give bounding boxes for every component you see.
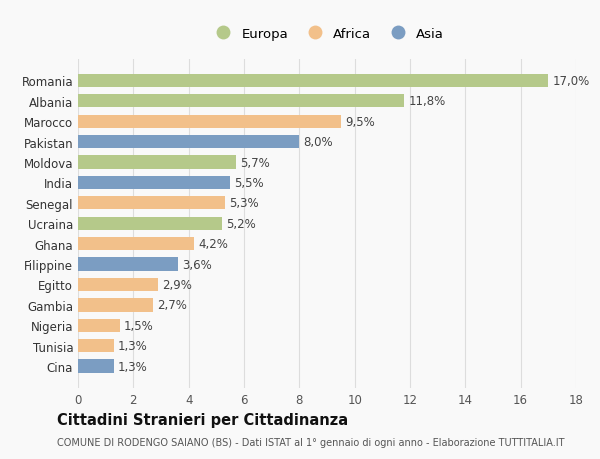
Bar [78,156,236,169]
Legend: Europa, Africa, Asia: Europa, Africa, Asia [206,23,448,45]
Bar [78,258,178,271]
Text: 5,3%: 5,3% [229,197,259,210]
Text: 4,2%: 4,2% [199,238,228,251]
Text: 1,5%: 1,5% [124,319,154,332]
Bar [78,217,222,230]
Text: 1,3%: 1,3% [118,360,148,373]
Text: 3,6%: 3,6% [182,258,212,271]
Text: 8,0%: 8,0% [304,136,333,149]
Text: 17,0%: 17,0% [553,75,590,88]
Bar [78,299,152,312]
Bar [78,197,224,210]
Bar [78,360,114,373]
Bar [78,74,548,88]
Text: COMUNE DI RODENGO SAIANO (BS) - Dati ISTAT al 1° gennaio di ogni anno - Elaboraz: COMUNE DI RODENGO SAIANO (BS) - Dati IST… [57,437,565,447]
Bar [78,237,194,251]
Text: Cittadini Stranieri per Cittadinanza: Cittadini Stranieri per Cittadinanza [57,413,348,428]
Text: 5,5%: 5,5% [235,177,264,190]
Text: 2,9%: 2,9% [163,278,192,291]
Bar [78,115,341,129]
Text: 11,8%: 11,8% [409,95,446,108]
Text: 2,7%: 2,7% [157,299,187,312]
Text: 1,3%: 1,3% [118,340,148,353]
Bar [78,95,404,108]
Bar [78,319,119,332]
Text: 5,7%: 5,7% [240,156,269,169]
Bar [78,176,230,190]
Text: 9,5%: 9,5% [345,116,375,129]
Bar [78,136,299,149]
Bar [78,339,114,353]
Text: 5,2%: 5,2% [226,217,256,230]
Bar [78,278,158,291]
